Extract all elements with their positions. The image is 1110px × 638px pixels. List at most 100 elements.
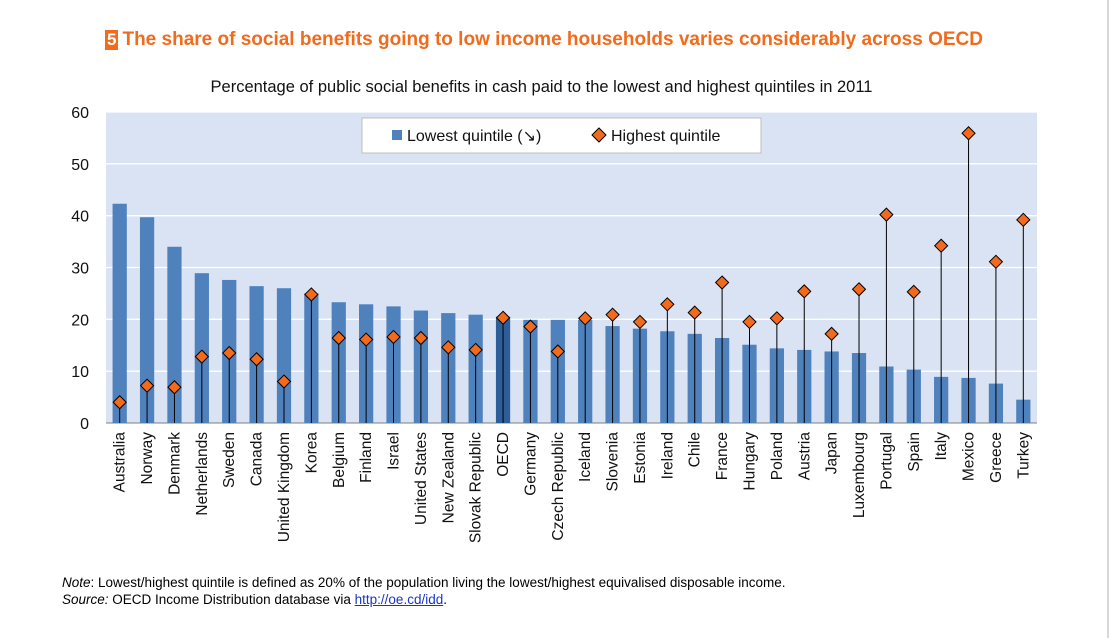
x-tick-label: Luxembourg bbox=[851, 432, 868, 518]
marker-mexico bbox=[961, 126, 976, 141]
source-line: Source: OECD Income Distribution databas… bbox=[62, 591, 785, 608]
marker-ireland bbox=[660, 297, 675, 312]
x-tick-label: Iceland bbox=[577, 432, 594, 482]
figure-number-badge: 5 bbox=[105, 30, 119, 50]
marker-turkey bbox=[1016, 212, 1031, 228]
x-tick-label: Germany bbox=[522, 432, 539, 496]
y-tick-label: 0 bbox=[80, 416, 89, 433]
marker-hungary bbox=[742, 314, 757, 330]
y-tick-label: 30 bbox=[71, 261, 89, 278]
marker-japan bbox=[824, 326, 839, 342]
window-edge bbox=[1107, 0, 1109, 638]
source-text: OECD Income Distribution database via bbox=[108, 592, 355, 607]
marker-canada bbox=[249, 352, 264, 367]
legend-highest-label: Highest quintile bbox=[611, 128, 721, 145]
bar-norway bbox=[139, 217, 155, 423]
marker-israel bbox=[386, 329, 401, 345]
marker-korea bbox=[304, 287, 319, 302]
x-tick-label: Slovenia bbox=[605, 432, 622, 492]
marker-united-kingdom bbox=[276, 374, 292, 389]
x-tick-label: Belgium bbox=[331, 432, 348, 488]
y-tick-label: 10 bbox=[71, 364, 89, 381]
x-tick-label: Slovak Republic bbox=[468, 432, 485, 543]
source-label: Source: bbox=[62, 592, 109, 607]
marker-italy bbox=[933, 238, 949, 253]
x-tick-label: Denmark bbox=[166, 432, 183, 495]
marker-czech-republic bbox=[550, 344, 566, 359]
marker-chile bbox=[687, 305, 702, 320]
x-tick-label: Poland bbox=[769, 432, 786, 480]
x-tick-label: Israel bbox=[386, 432, 403, 470]
y-tick-label: 20 bbox=[71, 312, 89, 329]
marker-oecd bbox=[495, 310, 511, 325]
marker-greece bbox=[988, 254, 1004, 270]
marker-denmark bbox=[167, 380, 182, 395]
x-tick-label: Austria bbox=[796, 432, 813, 481]
bar-netherlands bbox=[194, 273, 209, 423]
source-link[interactable]: http://oe.cd/idd bbox=[354, 592, 444, 607]
x-tick-label: Canada bbox=[249, 432, 266, 487]
legend: Lowest quintile (↘) Highest quintile bbox=[361, 117, 762, 154]
x-tick-label: Japan bbox=[824, 432, 841, 474]
y-tick-label: 60 bbox=[71, 105, 89, 122]
marker-finland bbox=[358, 332, 374, 347]
x-tick-label: Estonia bbox=[632, 432, 649, 484]
legend-bar-swatch bbox=[392, 130, 402, 140]
highest-quintile-stems bbox=[119, 133, 1024, 423]
marker-austria bbox=[797, 284, 812, 299]
marker-france bbox=[714, 275, 730, 290]
bar-denmark bbox=[167, 246, 182, 423]
x-tick-label: Turkey bbox=[1015, 432, 1032, 479]
x-tick-label: Hungary bbox=[741, 432, 758, 491]
marker-slovak-republic bbox=[468, 342, 483, 358]
x-tick-label: France bbox=[714, 432, 731, 480]
x-tick-label: Ireland bbox=[659, 432, 676, 479]
x-tick-label: United Kingdom bbox=[276, 432, 293, 542]
marker-norway bbox=[139, 378, 155, 393]
x-tick-label: Finland bbox=[358, 432, 375, 483]
x-tick-label: Sweden bbox=[221, 432, 238, 488]
y-tick-label: 40 bbox=[71, 209, 89, 226]
x-tick-label: Greece bbox=[988, 432, 1005, 483]
marker-new-zealand bbox=[441, 340, 456, 355]
marker-luxembourg bbox=[851, 282, 867, 297]
x-tick-label: OECD bbox=[495, 432, 512, 477]
page-title: The share of social benefits going to lo… bbox=[122, 29, 983, 50]
note-line: Note: Lowest/highest quintile is defined… bbox=[62, 574, 785, 591]
x-tick-label: Spain bbox=[906, 432, 923, 472]
x-tick-label: New Zealand bbox=[440, 432, 457, 523]
x-tick-label: Norway bbox=[139, 432, 156, 485]
marker-united-states bbox=[413, 330, 429, 346]
legend-lowest-label: Lowest quintile (↘) bbox=[407, 128, 541, 145]
x-tick-label: Mexico bbox=[961, 432, 978, 481]
marker-netherlands bbox=[194, 349, 210, 364]
x-axis-labels: Australia Norway Denmark Netherlands Sweden C… bbox=[112, 432, 1033, 544]
chart-title: Percentage of public social benefits in … bbox=[210, 78, 873, 96]
highest-quintile-markers bbox=[112, 126, 1031, 410]
x-tick-label: Czech Republic bbox=[550, 432, 567, 541]
x-tick-label: Italy bbox=[933, 432, 950, 461]
marker-sweden bbox=[222, 345, 237, 361]
marker-poland bbox=[769, 311, 785, 326]
note-text: : Lowest/highest quintile is defined as … bbox=[90, 575, 786, 590]
note-label: Note bbox=[62, 575, 91, 590]
marker-slovenia bbox=[605, 307, 620, 322]
marker-germany bbox=[523, 319, 538, 334]
y-tick-label: 50 bbox=[71, 157, 89, 174]
marker-iceland bbox=[577, 311, 593, 326]
marker-portugal bbox=[879, 207, 894, 222]
x-tick-label: Australia bbox=[112, 432, 129, 493]
bar-australia bbox=[112, 203, 127, 423]
x-tick-label: Portugal bbox=[878, 432, 895, 490]
chart-note: Note: Lowest/highest quintile is defined… bbox=[62, 574, 785, 608]
x-tick-label: Chile bbox=[687, 432, 704, 467]
legend-marker-swatch bbox=[591, 127, 607, 143]
x-tick-label: Korea bbox=[303, 432, 320, 474]
marker-belgium bbox=[331, 330, 346, 346]
marker-spain bbox=[906, 284, 921, 300]
marker-australia bbox=[112, 395, 127, 410]
marker-estonia bbox=[632, 314, 648, 330]
chart-heading: 5 The share of social benefits going to … bbox=[105, 28, 983, 52]
x-tick-label: United States bbox=[413, 432, 430, 525]
